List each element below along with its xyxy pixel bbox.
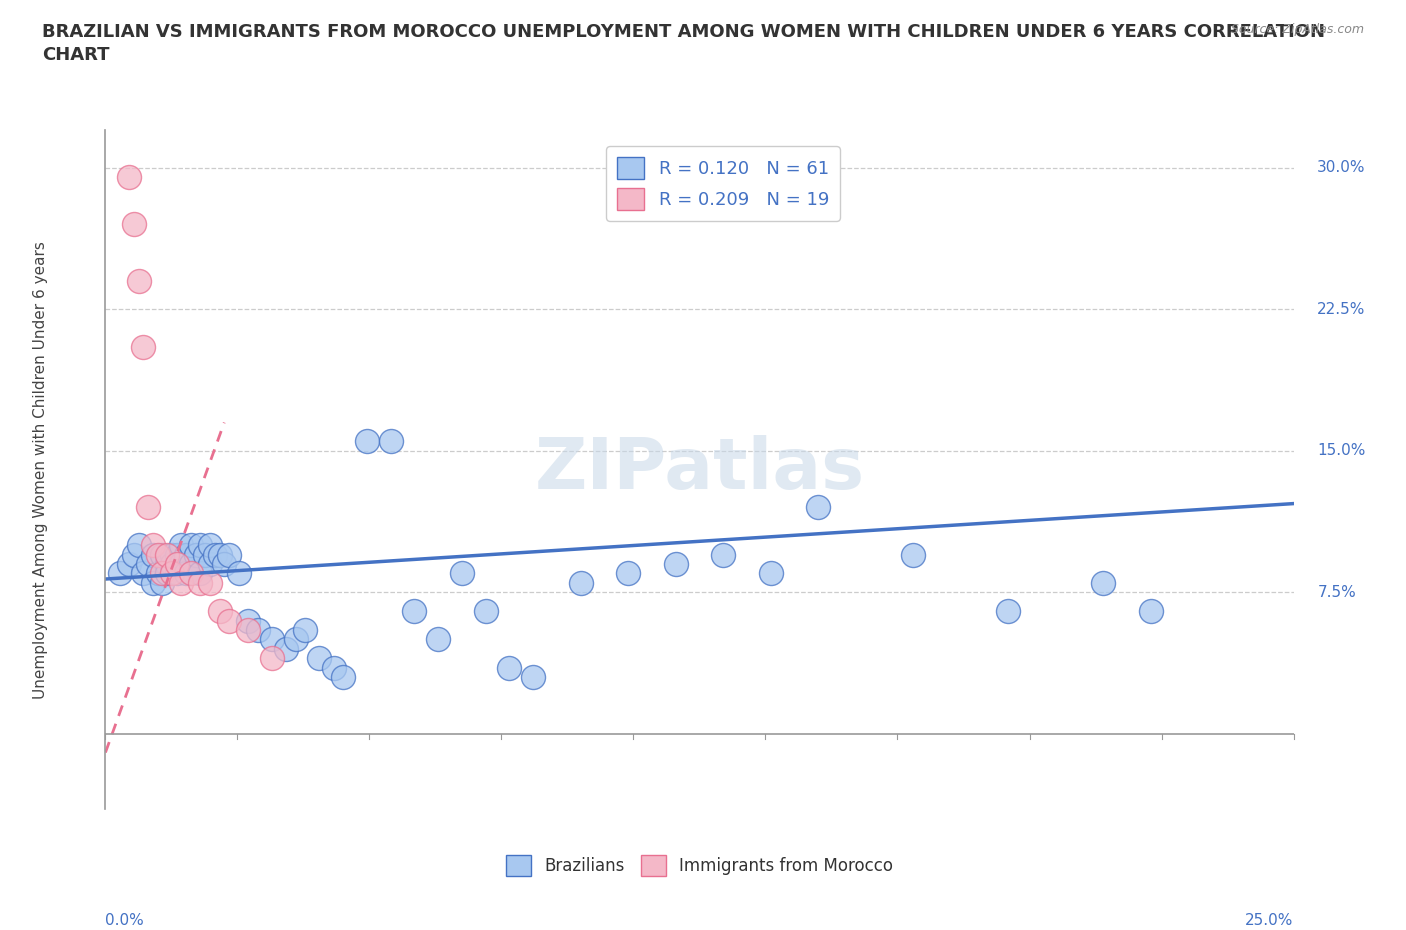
Point: [1140, 604, 1163, 618]
Point: [308, 651, 330, 666]
Point: [180, 556, 202, 571]
Point: [190, 538, 212, 552]
Point: [108, 566, 131, 581]
Point: [146, 547, 169, 562]
Point: [136, 556, 159, 571]
Point: [522, 670, 544, 684]
Point: [711, 547, 734, 562]
Point: [132, 339, 155, 354]
Point: [228, 566, 250, 581]
Point: [236, 613, 259, 628]
Point: [498, 660, 520, 675]
Text: Source: ZipAtlas.com: Source: ZipAtlas.com: [1230, 23, 1364, 36]
Point: [156, 556, 179, 571]
Point: [198, 538, 221, 552]
Point: [204, 547, 226, 562]
Point: [1092, 576, 1115, 591]
Point: [128, 538, 150, 552]
Point: [180, 566, 202, 581]
Legend: Brazilians, Immigrants from Morocco: Brazilians, Immigrants from Morocco: [499, 848, 900, 883]
Point: [903, 547, 925, 562]
Point: [404, 604, 426, 618]
Text: 15.0%: 15.0%: [1317, 444, 1365, 458]
Point: [332, 670, 354, 684]
Point: [274, 642, 297, 657]
Point: [380, 434, 402, 449]
Point: [122, 547, 145, 562]
Point: [617, 566, 640, 581]
Point: [180, 538, 202, 552]
Point: [208, 547, 231, 562]
Point: [118, 556, 141, 571]
Point: [152, 576, 174, 591]
Text: BRAZILIAN VS IMMIGRANTS FROM MOROCCO UNEMPLOYMENT AMONG WOMEN WITH CHILDREN UNDE: BRAZILIAN VS IMMIGRANTS FROM MOROCCO UNE…: [42, 23, 1326, 41]
Point: [322, 660, 344, 675]
Point: [807, 500, 830, 515]
Point: [214, 556, 236, 571]
Point: [128, 273, 150, 288]
Point: [356, 434, 378, 449]
Point: [260, 651, 283, 666]
Text: Unemployment Among Women with Children Under 6 years: Unemployment Among Women with Children U…: [32, 241, 48, 698]
Point: [190, 566, 212, 581]
Point: [260, 632, 283, 647]
Point: [142, 576, 165, 591]
Point: [160, 547, 183, 562]
Text: CHART: CHART: [42, 46, 110, 64]
Point: [152, 547, 174, 562]
Text: 25.0%: 25.0%: [1246, 913, 1294, 928]
Point: [170, 538, 193, 552]
Point: [174, 547, 197, 562]
Point: [166, 556, 188, 571]
Point: [152, 566, 174, 581]
Point: [166, 547, 188, 562]
Text: 30.0%: 30.0%: [1317, 160, 1365, 176]
Point: [170, 576, 193, 591]
Point: [166, 566, 188, 581]
Point: [665, 556, 688, 571]
Point: [246, 622, 269, 637]
Point: [146, 566, 169, 581]
Text: 0.0%: 0.0%: [105, 913, 145, 928]
Point: [198, 576, 221, 591]
Text: ZIPatlas: ZIPatlas: [534, 435, 865, 504]
Point: [218, 547, 240, 562]
Point: [184, 547, 207, 562]
Point: [160, 566, 183, 581]
Point: [236, 622, 259, 637]
Point: [190, 576, 212, 591]
Point: [218, 613, 240, 628]
Point: [997, 604, 1019, 618]
Point: [284, 632, 307, 647]
Text: 22.5%: 22.5%: [1317, 302, 1365, 317]
Point: [170, 556, 193, 571]
Point: [136, 500, 159, 515]
Point: [142, 547, 165, 562]
Point: [132, 566, 155, 581]
Point: [160, 556, 183, 571]
Text: 7.5%: 7.5%: [1317, 585, 1355, 600]
Point: [174, 566, 197, 581]
Point: [569, 576, 592, 591]
Point: [474, 604, 496, 618]
Point: [142, 538, 165, 552]
Point: [156, 547, 179, 562]
Point: [122, 217, 145, 232]
Point: [198, 556, 221, 571]
Point: [427, 632, 450, 647]
Point: [759, 566, 782, 581]
Point: [208, 604, 231, 618]
Point: [156, 566, 179, 581]
Point: [194, 547, 217, 562]
Point: [118, 170, 141, 185]
Point: [294, 622, 316, 637]
Point: [450, 566, 472, 581]
